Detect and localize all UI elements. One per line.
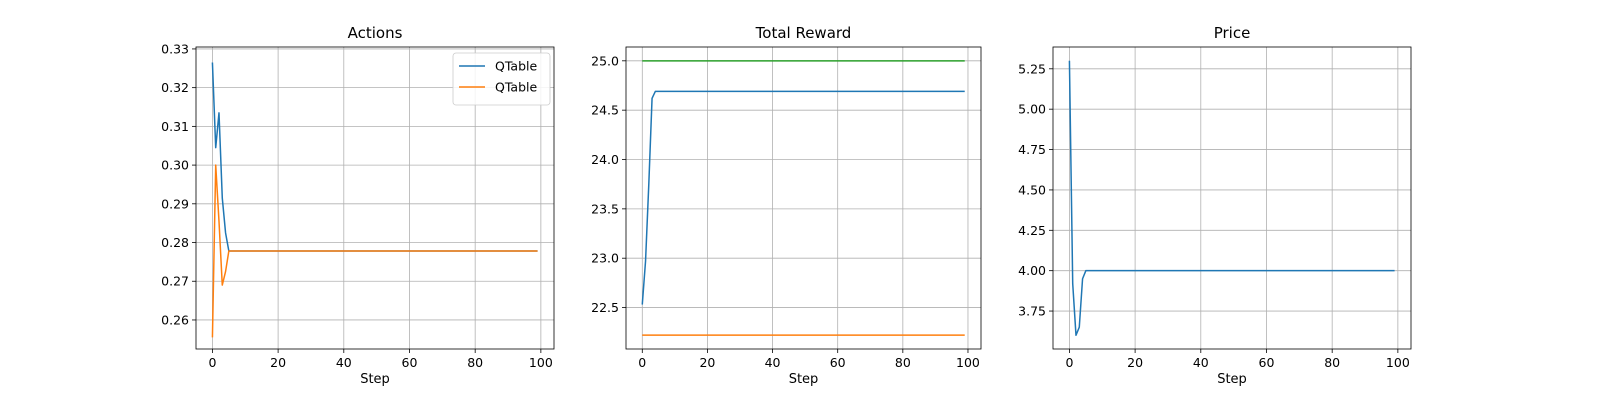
chart-title: Price — [1214, 24, 1251, 42]
x-tick-label: 0 — [638, 355, 646, 370]
legend-label: QTable — [495, 80, 537, 95]
x-tick-label: 60 — [402, 355, 418, 370]
y-tick-label: 4.00 — [1018, 263, 1046, 278]
chart-price: 0 20 40 60 80 100 3.75 4.00 4.25 4.50 4.75 5.00 5.25… — [1018, 24, 1412, 387]
y-tick-label: 0.32 — [161, 80, 189, 95]
chart-title: Actions — [348, 24, 403, 42]
series-line-0 — [641, 90, 965, 305]
x-tick-label: 100 — [1386, 355, 1410, 370]
y-tick-label: 4.75 — [1018, 142, 1046, 157]
y-tick-label: 0.30 — [161, 158, 189, 173]
x-tick-label: 80 — [467, 355, 483, 370]
y-tick-label: 0.27 — [161, 274, 189, 289]
series-line-0 — [1068, 60, 1395, 337]
x-tick-label: 80 — [1324, 355, 1340, 370]
y-tick-label: 23.0 — [591, 251, 619, 266]
x-tick-label: 0 — [208, 355, 216, 370]
chart-total-reward: 0 20 40 60 80 100 22.5 23.0 23.5 24.0 24.5 25.0 Tota… — [591, 24, 982, 387]
x-tick-label: 100 — [529, 355, 553, 370]
x-tick-label: 20 — [270, 355, 286, 370]
chart-actions: 0 20 40 60 80 100 0.26 0.27 0.28 0.29 0.30 0.31 0.32… — [161, 24, 555, 387]
x-tick-label: 20 — [1127, 355, 1143, 370]
x-tick-label: 60 — [1259, 355, 1275, 370]
y-tick-label: 4.50 — [1018, 182, 1046, 197]
x-tick-label: 80 — [895, 355, 911, 370]
legend-label: QTable — [495, 59, 537, 74]
chart-title: Total Reward — [755, 24, 852, 42]
y-tick-label: 4.25 — [1018, 223, 1046, 238]
x-tick-label: 100 — [956, 355, 980, 370]
y-tick-label: 0.28 — [161, 235, 189, 250]
y-tick-label: 24.5 — [591, 103, 619, 118]
x-tick-label: 60 — [830, 355, 846, 370]
y-tick-label: 5.25 — [1018, 61, 1046, 76]
y-tick-label: 23.5 — [591, 201, 619, 216]
y-tick-label: 0.31 — [161, 119, 189, 134]
x-axis-label: Step — [360, 372, 390, 387]
y-tick-label: 24.0 — [591, 152, 619, 167]
y-tick-label: 5.00 — [1018, 102, 1046, 117]
y-tick-label: 0.33 — [161, 41, 189, 56]
x-tick-label: 0 — [1065, 355, 1073, 370]
y-tick-label: 0.29 — [161, 196, 189, 211]
y-tick-label: 22.5 — [591, 300, 619, 315]
x-tick-label: 40 — [765, 355, 781, 370]
x-tick-label: 40 — [336, 355, 352, 370]
y-tick-label: 25.0 — [591, 53, 619, 68]
series-line-1 — [211, 164, 538, 338]
x-axis-label: Step — [789, 372, 819, 387]
y-tick-label: 0.26 — [161, 312, 189, 327]
x-tick-label: 40 — [1193, 355, 1209, 370]
axes-frame — [195, 46, 555, 350]
axes-frame — [625, 46, 982, 350]
axes-frame — [1052, 46, 1412, 350]
x-tick-label: 20 — [699, 355, 715, 370]
y-tick-label: 3.75 — [1018, 304, 1046, 319]
x-axis-label: Step — [1217, 372, 1247, 387]
